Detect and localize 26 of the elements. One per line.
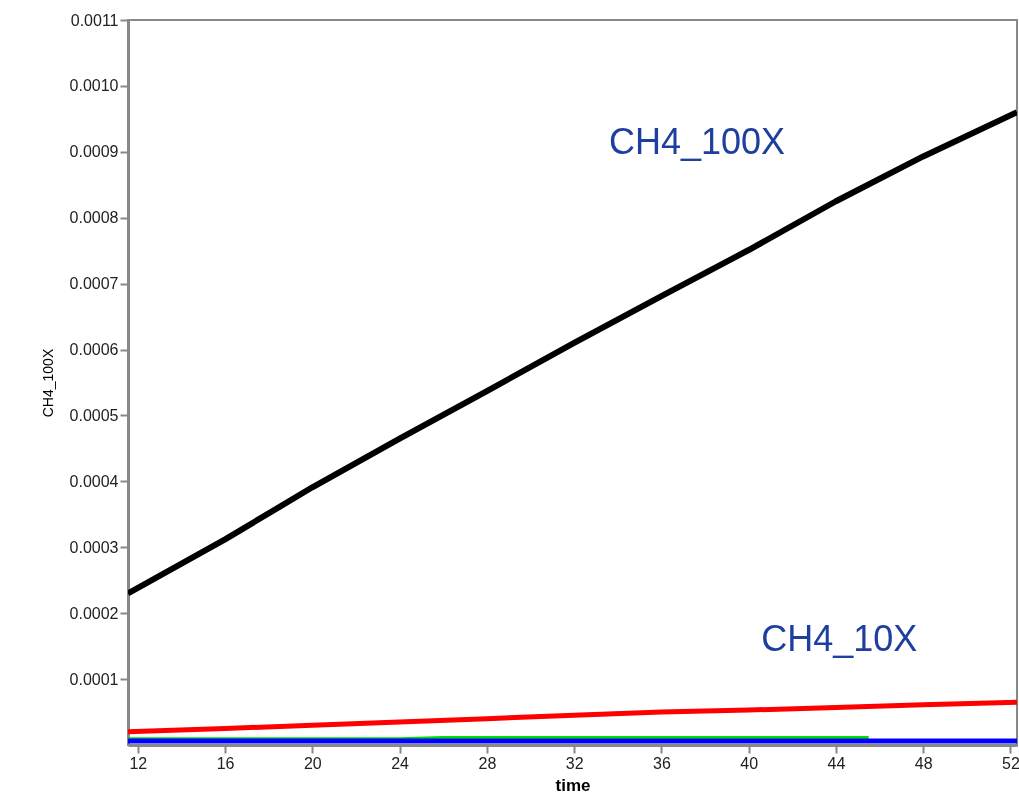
x-tick-label: 48	[914, 754, 933, 772]
y-tick-label: 0.0006	[69, 341, 119, 359]
y-tick-label: 0.0003	[69, 538, 119, 556]
x-tick-label: 16	[216, 754, 235, 772]
y-tick-label: 0.0009	[69, 143, 119, 161]
annotation: CH4_10X	[761, 617, 918, 659]
y-tick-label: 0.0007	[69, 275, 119, 293]
y-tick-label: 0.0004	[69, 472, 119, 490]
y-tick-label: 0.0002	[69, 604, 119, 622]
x-tick-label: 20	[303, 754, 322, 772]
y-tick-label: 0.0008	[69, 209, 119, 227]
y-tick-label: 0.0011	[70, 11, 119, 29]
y-tick-label: 0.0005	[69, 406, 119, 424]
y-axis-title: CH4_100X	[39, 348, 56, 418]
annotation: CH4_100X	[608, 121, 786, 163]
x-tick-label: 40	[740, 754, 759, 772]
x-tick-label: 36	[653, 754, 671, 772]
x-axis-title: time	[555, 775, 591, 795]
y-tick-label: 0.0010	[69, 77, 119, 95]
x-tick-label: 12	[129, 754, 148, 772]
x-tick-label: 44	[827, 754, 846, 772]
x-tick-label: 32	[565, 754, 584, 772]
y-tick-label: 0.0001	[69, 670, 119, 688]
x-tick-label: 28	[478, 754, 497, 772]
x-tick-label: 52	[1002, 754, 1019, 772]
x-tick-label: 24	[391, 754, 410, 772]
